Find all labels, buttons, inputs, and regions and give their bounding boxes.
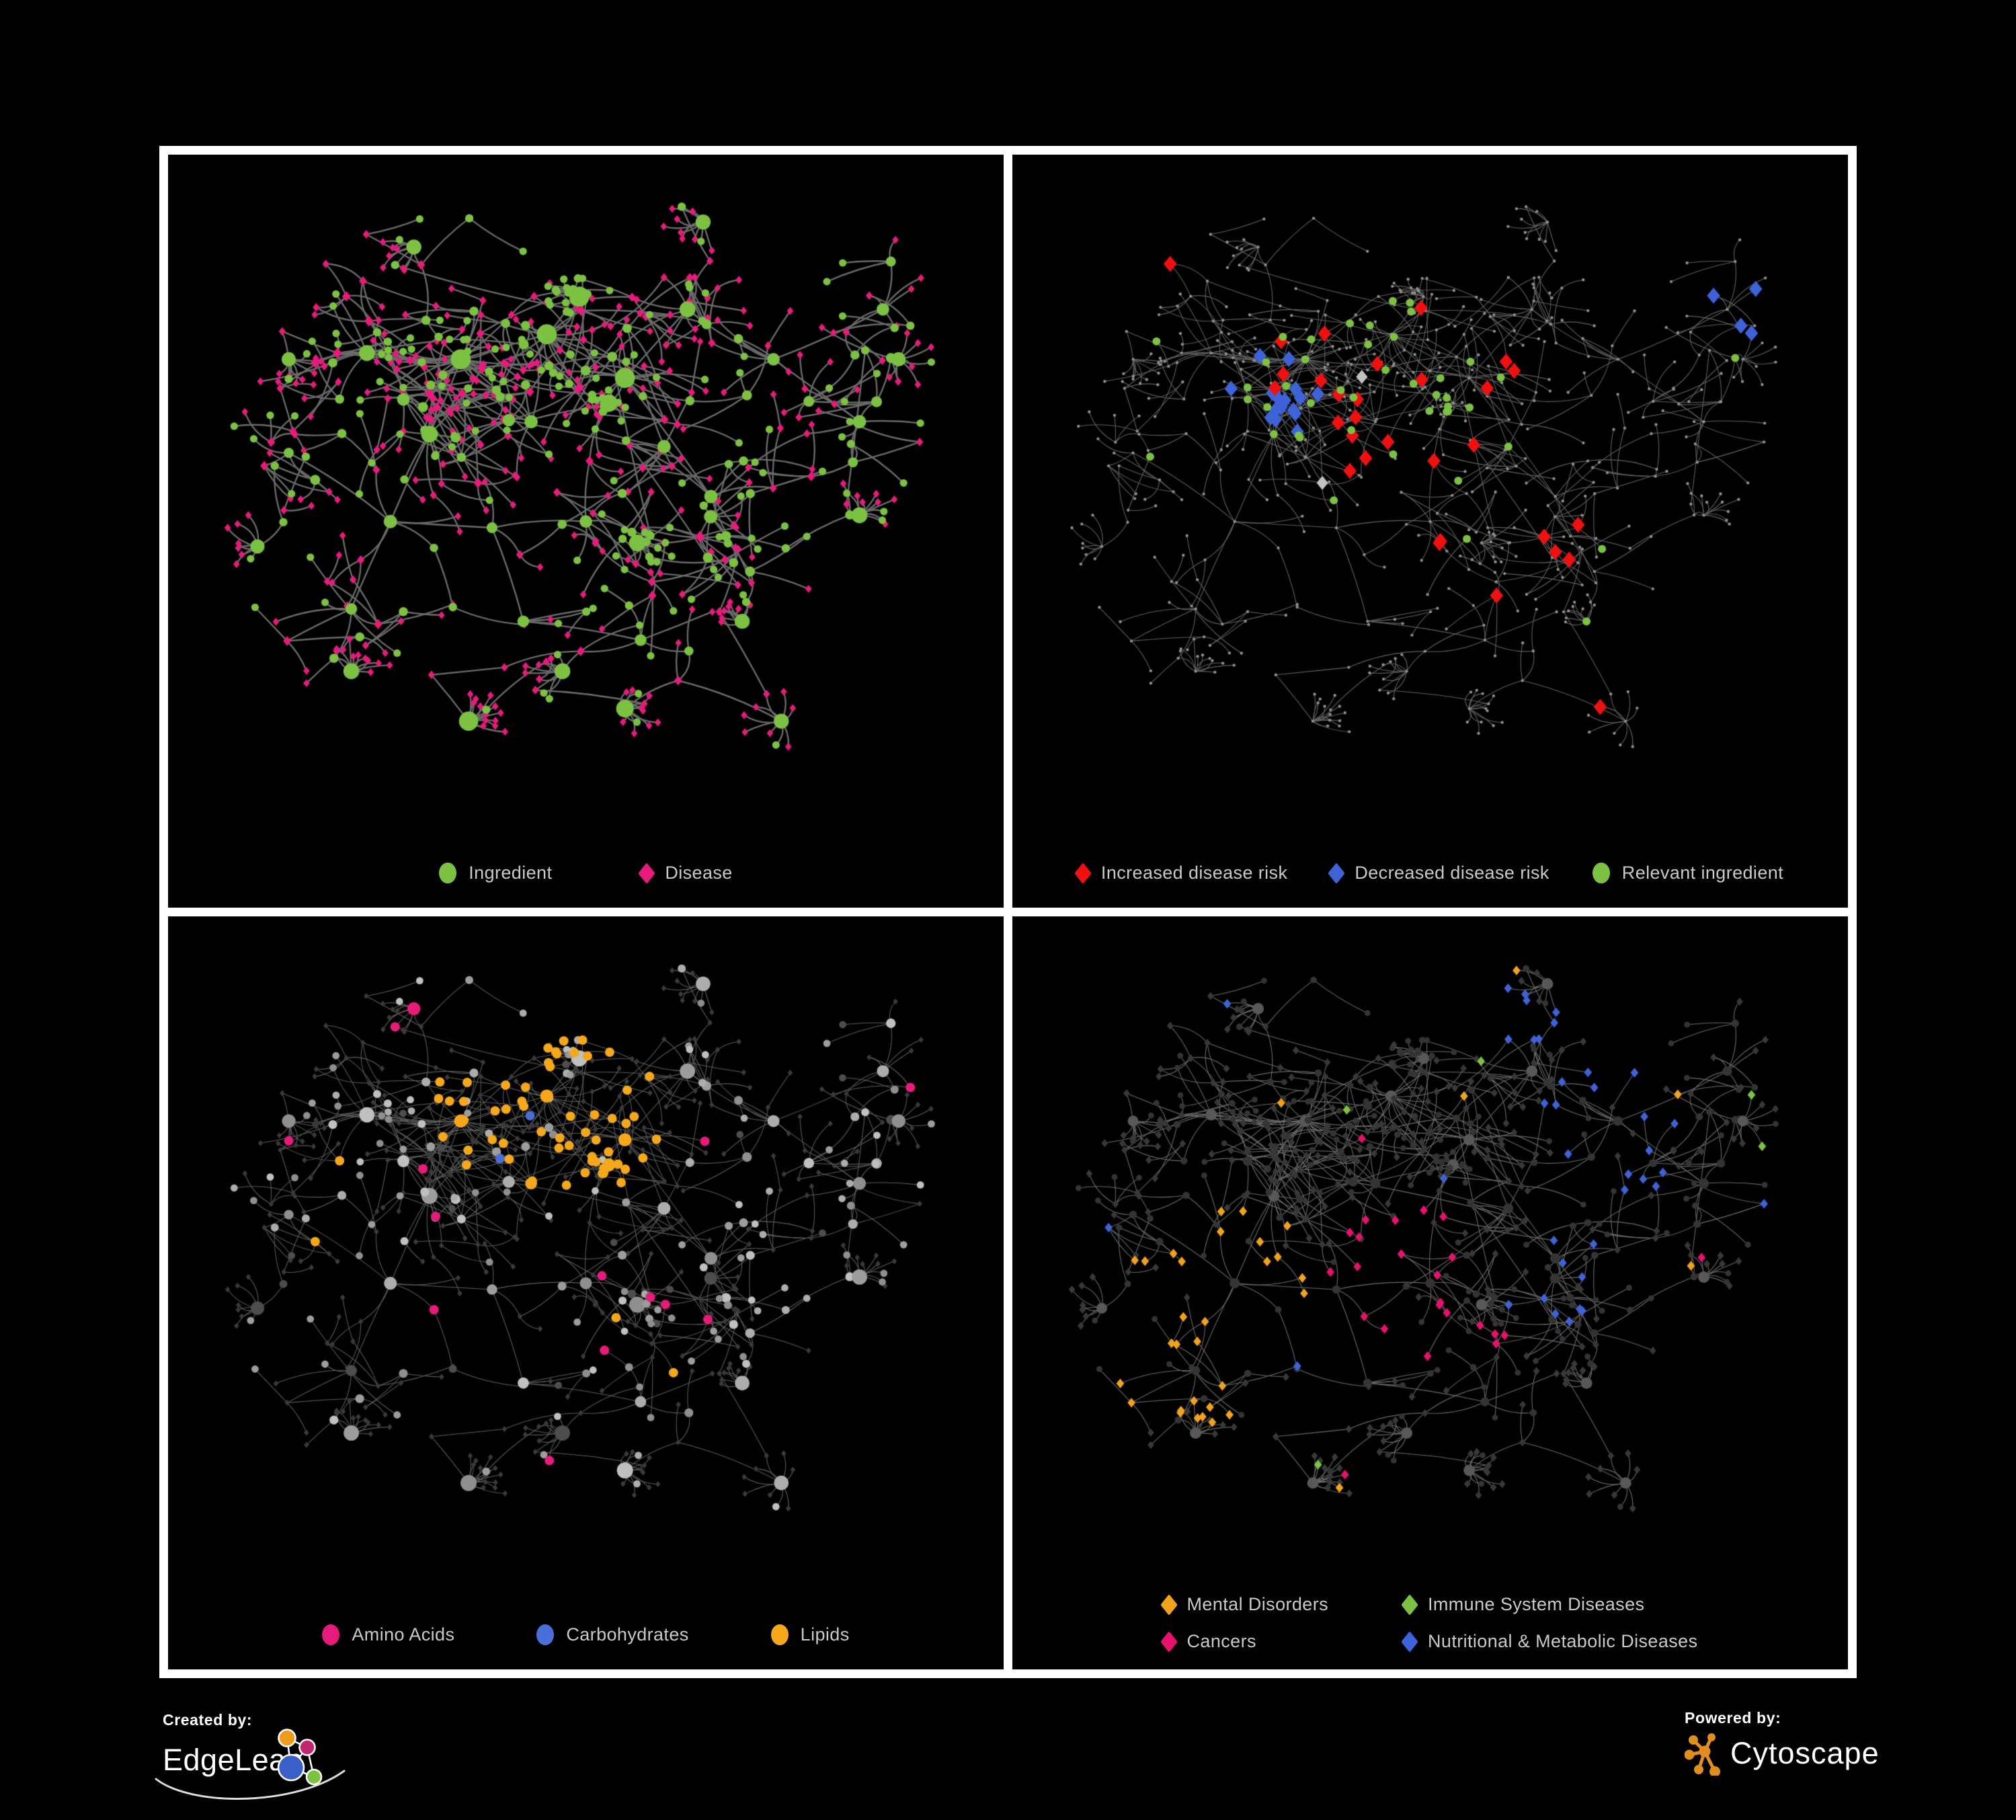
legend-item-ingredient: Ingredient [439, 863, 552, 883]
legend-item-lipids: Lipids [770, 1624, 850, 1645]
cytoscape-logo: Cytoscape [1685, 1731, 1880, 1776]
cytoscape-branding: Powered by: Cytoscape [1685, 1709, 1880, 1776]
legend-item-nutritional-metabolic-diseases: Nutritional & Metabolic Diseases [1401, 1630, 1698, 1653]
cytoscape-network-icon [1685, 1733, 1720, 1776]
figure-grid: Ingredient Disease Increased disease risk… [159, 146, 1857, 1678]
legend-label: Nutritional & Metabolic Diseases [1428, 1631, 1698, 1651]
diamond-swatch-icon [1160, 1630, 1178, 1653]
diamond-swatch-icon [638, 862, 656, 884]
circle-swatch-icon [770, 1624, 789, 1645]
legend-label: Carbohydrates [566, 1624, 689, 1645]
legend-label: Amino Acids [352, 1624, 455, 1645]
legend-label: Mental Disorders [1186, 1594, 1328, 1614]
legend-label: Cancers [1186, 1631, 1256, 1651]
edgeleap-network-icon [277, 1729, 323, 1786]
panel-nutrient-class-network: Amino Acids Carbohydrates Lipids [168, 916, 1004, 1669]
legend-item-carbohydrates: Carbohydrates [536, 1624, 688, 1645]
legend: Ingredient Disease [168, 862, 1004, 884]
legend-item-immune-system-diseases: Immune System Diseases [1401, 1593, 1645, 1616]
edgeleap-logo: EdgeLeap [155, 1729, 364, 1810]
powered-by-label: Powered by: [1685, 1709, 1781, 1727]
legend-item-increased-disease-risk: Increased disease risk [1074, 862, 1288, 884]
legend: Increased disease risk Decreased disease … [1012, 862, 1848, 884]
diamond-swatch-icon [1401, 1630, 1418, 1653]
diamond-swatch-icon [1074, 862, 1092, 884]
network-canvas-ingredient-disease [168, 155, 1004, 908]
created-by-label: Created by: [163, 1711, 253, 1729]
cytoscape-wordmark: Cytoscape [1730, 1736, 1880, 1770]
legend-item-relevant-ingredient: Relevant ingredient [1592, 863, 1783, 883]
panel-ingredient-disease-network: Ingredient Disease [168, 155, 1004, 908]
diamond-swatch-icon [1328, 862, 1346, 884]
legend-label: Lipids [800, 1624, 850, 1645]
edgeleap-branding: Created by: EdgeLeap [155, 1711, 364, 1819]
legend-item-amino-acids: Amino Acids [322, 1624, 454, 1645]
legend-label: Disease [665, 863, 733, 883]
legend-item-disease: Disease [638, 862, 733, 884]
legend-item-decreased-disease-risk: Decreased disease risk [1328, 862, 1549, 884]
legend-label: Immune System Diseases [1428, 1594, 1645, 1614]
diamond-swatch-icon [1160, 1593, 1178, 1616]
panel-disease-class-network: Mental Disorders Cancers Immune System Dis… [1012, 916, 1848, 1669]
circle-swatch-icon [536, 1624, 555, 1645]
legend: Mental Disorders Cancers Immune System Dis… [1160, 1593, 1698, 1653]
network-canvas-nutrient-class [168, 916, 1004, 1669]
circle-swatch-icon [439, 863, 457, 883]
network-canvas-disease-class [1012, 916, 1848, 1669]
legend-label: Relevant ingredient [1621, 863, 1784, 883]
legend-label: Decreased disease risk [1355, 863, 1549, 883]
circle-swatch-icon [322, 1624, 340, 1645]
legend: Amino Acids Carbohydrates Lipids [168, 1624, 1004, 1645]
legend-label: Ingredient [469, 863, 553, 883]
diamond-swatch-icon [1401, 1593, 1418, 1616]
legend-item-mental-disorders: Mental Disorders [1160, 1593, 1328, 1616]
network-canvas-disease-risk [1012, 155, 1848, 908]
legend-label: Increased disease risk [1100, 863, 1288, 883]
circle-swatch-icon [1592, 863, 1610, 883]
edgeleap-swoosh-icon [155, 1770, 346, 1800]
panel-disease-risk-network: Increased disease risk Decreased disease … [1012, 155, 1848, 908]
legend-item-cancers: Cancers [1160, 1630, 1256, 1653]
